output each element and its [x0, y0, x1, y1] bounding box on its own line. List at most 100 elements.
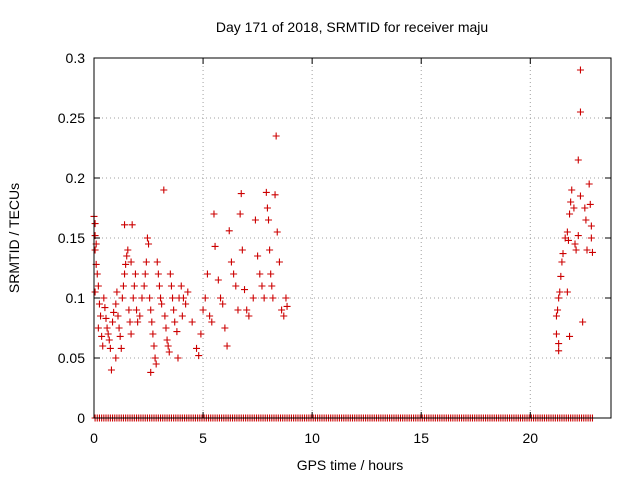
data-point: [211, 242, 219, 250]
data-point: [243, 306, 251, 314]
data-point: [173, 328, 181, 336]
data-point: [165, 348, 173, 356]
data-point: [138, 294, 146, 302]
data-point: [581, 204, 589, 212]
data-point: [158, 300, 166, 308]
x-tick-label: 10: [304, 430, 320, 446]
data-point: [275, 258, 283, 266]
data-point: [206, 312, 214, 320]
data-point: [94, 324, 102, 332]
data-point: [123, 252, 131, 260]
data-point: [177, 282, 185, 290]
y-tick-label: 0.2: [66, 170, 86, 186]
data-point: [576, 192, 584, 200]
data-point: [128, 221, 136, 229]
data-point: [556, 288, 564, 296]
data-point: [223, 342, 231, 350]
data-point: [154, 270, 162, 278]
data-point: [557, 272, 565, 280]
x-tick-label: 5: [199, 430, 207, 446]
data-point: [153, 258, 161, 266]
data-point: [282, 294, 290, 302]
data-point: [586, 200, 594, 208]
data-point: [136, 312, 144, 320]
data-point: [576, 66, 584, 74]
data-point: [116, 332, 124, 340]
data-point: [232, 282, 240, 290]
data-point: [114, 312, 122, 320]
data-point: [170, 306, 178, 314]
data-point: [568, 186, 576, 194]
data-point: [210, 210, 218, 218]
data-point: [142, 258, 150, 266]
data-points: [90, 66, 596, 422]
data-point: [585, 180, 593, 188]
data-point: [199, 306, 207, 314]
data-point: [188, 318, 196, 326]
data-point: [126, 318, 134, 326]
data-point: [225, 227, 233, 235]
data-point: [587, 234, 595, 242]
data-point: [121, 221, 129, 229]
data-point: [278, 306, 286, 314]
data-point: [268, 282, 276, 290]
data-point: [572, 246, 580, 254]
data-point: [280, 312, 288, 320]
y-axis-label: SRMTID / TECUs: [6, 183, 22, 293]
data-point: [104, 330, 112, 338]
data-point: [269, 294, 277, 302]
data-point: [251, 216, 259, 224]
data-point: [265, 216, 273, 224]
data-point: [260, 294, 268, 302]
data-point: [249, 294, 257, 302]
data-point: [95, 300, 103, 308]
data-point: [567, 198, 575, 206]
grid-lines: [94, 58, 611, 418]
data-point: [564, 236, 572, 244]
data-point: [178, 312, 186, 320]
axis-ticks: 0 0.05 0.1 0.15 0.2 0.25 0.3 0 5 10 15 20: [58, 50, 611, 446]
x-tick-label: 20: [522, 430, 538, 446]
data-point: [271, 191, 279, 199]
data-point: [555, 294, 563, 302]
data-point: [552, 312, 560, 320]
data-point: [571, 240, 579, 248]
data-point: [150, 342, 158, 350]
data-point: [273, 228, 281, 236]
data-point: [566, 332, 574, 340]
data-point: [161, 312, 169, 320]
chart-title: Day 171 of 2018, SRMTID for receiver maj…: [216, 19, 488, 35]
data-point: [579, 318, 587, 326]
y-tick-label: 0.1: [66, 290, 86, 306]
data-point: [554, 306, 562, 314]
data-point: [241, 286, 249, 294]
data-point: [110, 308, 118, 316]
data-point: [162, 324, 170, 332]
data-point: [124, 246, 132, 254]
data-point: [582, 216, 590, 224]
data-point: [559, 250, 567, 258]
data-point: [256, 270, 264, 278]
data-point: [558, 258, 566, 266]
data-point: [117, 344, 125, 352]
y-tick-label: 0.3: [66, 50, 86, 66]
data-point: [131, 270, 139, 278]
data-point: [101, 304, 109, 312]
data-point: [141, 270, 149, 278]
data-point: [208, 318, 216, 326]
data-point: [91, 288, 99, 296]
data-point: [134, 318, 142, 326]
data-point: [237, 190, 245, 198]
x-tick-label: 15: [413, 430, 429, 446]
data-point: [234, 306, 242, 314]
data-point: [143, 234, 151, 242]
x-tick-label: 0: [90, 430, 98, 446]
data-point: [91, 246, 99, 254]
data-point: [184, 288, 192, 296]
data-point: [219, 300, 227, 308]
data-point: [588, 248, 596, 256]
data-point: [91, 220, 99, 228]
data-point: [227, 258, 235, 266]
data-point: [201, 294, 209, 302]
data-point: [238, 246, 246, 254]
